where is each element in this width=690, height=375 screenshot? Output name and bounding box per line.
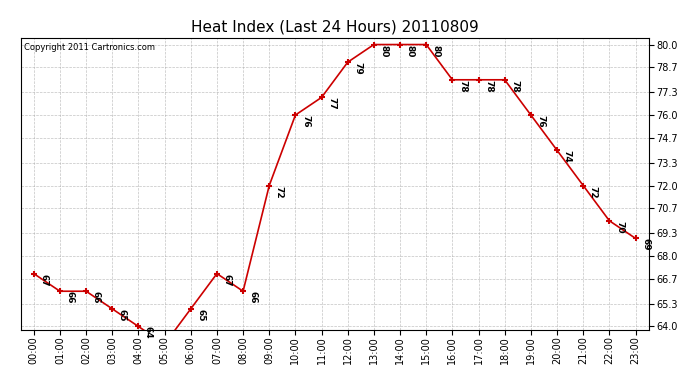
Title: Heat Index (Last 24 Hours) 20110809: Heat Index (Last 24 Hours) 20110809	[190, 20, 479, 35]
Text: 79: 79	[353, 62, 362, 75]
Text: Copyright 2011 Cartronics.com: Copyright 2011 Cartronics.com	[24, 44, 155, 52]
Text: 80: 80	[406, 45, 415, 57]
Text: 78: 78	[511, 80, 520, 92]
Text: 72: 72	[275, 186, 284, 198]
Text: 66: 66	[248, 291, 257, 304]
Text: 69: 69	[641, 238, 650, 251]
Text: 76: 76	[536, 115, 545, 128]
Text: 78: 78	[484, 80, 493, 92]
Text: 80: 80	[432, 45, 441, 57]
Text: 80: 80	[380, 45, 388, 57]
Text: 63: 63	[0, 374, 1, 375]
Text: 65: 65	[118, 309, 127, 321]
Text: 67: 67	[222, 274, 231, 286]
Text: 77: 77	[327, 98, 336, 110]
Text: 70: 70	[615, 221, 624, 233]
Text: 74: 74	[562, 150, 571, 163]
Text: 76: 76	[301, 115, 310, 128]
Text: 64: 64	[144, 327, 153, 339]
Text: 78: 78	[458, 80, 467, 92]
Text: 66: 66	[66, 291, 75, 304]
Text: 67: 67	[39, 274, 48, 286]
Text: 72: 72	[589, 186, 598, 198]
Text: 66: 66	[92, 291, 101, 304]
Text: 65: 65	[197, 309, 206, 321]
